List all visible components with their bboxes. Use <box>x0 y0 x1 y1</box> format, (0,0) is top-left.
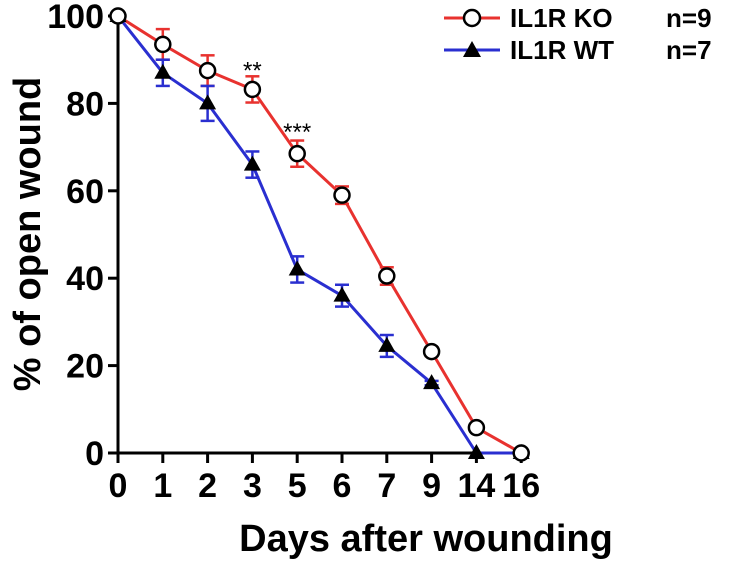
data-point-wt <box>378 336 396 352</box>
x-tick-label: 9 <box>422 467 441 505</box>
data-point-ko <box>378 267 396 285</box>
x-tick-label: 7 <box>377 467 396 505</box>
data-point-wt <box>333 286 351 302</box>
data-point-ko <box>422 342 441 361</box>
series-lines <box>116 14 522 455</box>
data-point-ko <box>109 7 127 25</box>
legend-label-ko: IL1R KO <box>510 3 613 33</box>
legend-marker-wt <box>463 41 481 57</box>
y-tick-label: 60 <box>66 173 104 211</box>
y-tick-label: 100 <box>47 0 104 36</box>
data-point-ko <box>333 186 351 204</box>
x-axis-title: Days after wounding <box>239 518 613 560</box>
significance-label: ** <box>243 58 262 85</box>
x-tick-label: 2 <box>198 467 217 505</box>
data-point-wt <box>288 260 306 276</box>
series-line-wt <box>116 15 522 455</box>
legend-n-ko: n=9 <box>666 3 712 33</box>
x-tick-label: 6 <box>333 467 352 505</box>
data-point-wt <box>467 444 485 459</box>
data-point-ko <box>243 80 262 99</box>
y-axis-title: % of open wound <box>7 77 49 392</box>
series-line-ko <box>117 14 522 455</box>
data-point-wt <box>243 155 261 171</box>
significance-annotations: ***** <box>243 58 311 146</box>
x-tick-label: 3 <box>243 467 262 505</box>
series-markers <box>109 7 530 462</box>
x-tick-label: 14 <box>457 467 495 505</box>
legend: IL1R KO n=9 IL1R WT n=7 <box>444 3 712 65</box>
error-bars <box>155 27 484 432</box>
x-tick-label: 0 <box>109 467 128 505</box>
legend-marker-ko <box>462 8 482 28</box>
x-tick-label: 5 <box>288 467 307 505</box>
data-point-ko <box>288 144 306 163</box>
axes <box>108 14 524 463</box>
y-tick-label: 0 <box>85 435 104 473</box>
data-point-wt <box>423 374 441 390</box>
legend-label-wt: IL1R WT <box>510 35 614 65</box>
y-tick-label: 80 <box>66 85 104 123</box>
data-point-wt <box>199 94 217 110</box>
data-point-ko <box>512 444 530 462</box>
x-tick-label: 16 <box>502 467 540 505</box>
significance-label: *** <box>283 119 311 146</box>
data-point-ko <box>198 61 217 80</box>
legend-item-wt: IL1R WT n=7 <box>444 35 712 65</box>
data-point-ko <box>154 35 172 54</box>
data-point-wt <box>154 63 172 79</box>
y-tick-label: 20 <box>66 348 104 386</box>
legend-item-ko: IL1R KO n=9 <box>444 3 712 33</box>
x-tick-label: 1 <box>153 467 172 505</box>
data-point-ko <box>467 418 486 437</box>
legend-n-wt: n=7 <box>666 35 712 65</box>
y-tick-label: 40 <box>66 260 104 298</box>
